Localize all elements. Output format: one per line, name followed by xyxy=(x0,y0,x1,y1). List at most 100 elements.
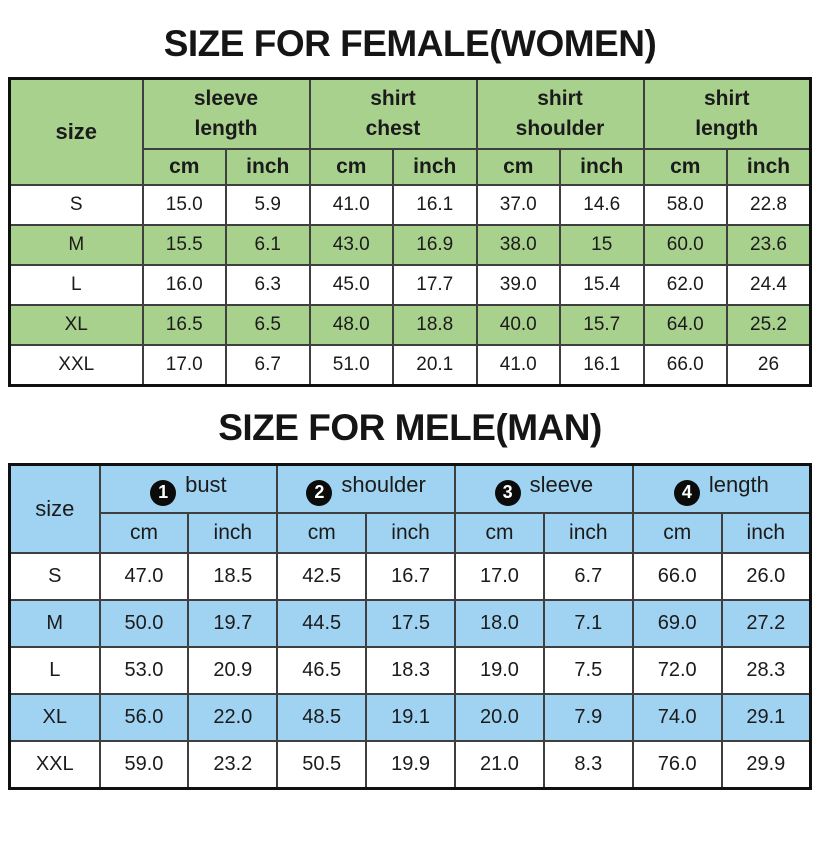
measurement-cell: 19.7 xyxy=(187,599,279,648)
measurement-cell: 19.1 xyxy=(365,693,456,742)
unit-header-cell: cm xyxy=(475,148,561,186)
corner-size-header: size xyxy=(8,77,144,186)
column-group-sleeve: 3 sleeve xyxy=(454,463,634,514)
measurement-cell: 20.1 xyxy=(392,344,478,387)
measurement-cell: 7.1 xyxy=(542,599,634,648)
measurement-cell: 44.5 xyxy=(276,599,368,648)
measurement-cell: 15 xyxy=(559,224,645,266)
size-label-cell: XL xyxy=(8,304,144,346)
column-group-shoulder: 2 shoulder xyxy=(276,463,456,514)
male-table-title: SIZE FOR MELE(MAN) xyxy=(218,407,602,448)
measurement-cell: 15.7 xyxy=(559,304,645,346)
measurement-cell: 18.0 xyxy=(454,599,545,648)
column-group-length: 4 length xyxy=(631,463,812,514)
measurement-cell: 69.0 xyxy=(631,599,723,648)
column-group-bust: 1 bust xyxy=(98,463,279,514)
measurement-cell: 20.9 xyxy=(187,646,279,695)
table-row: XXL 59.0 23.2 50.5 19.9 21.0 8.3 76.0 29.9 xyxy=(8,740,812,790)
column-group-sleeve-length: sleeve length xyxy=(141,77,311,150)
group-label: sleeve xyxy=(529,472,594,498)
table-row: L 16.0 6.3 45.0 17.7 39.0 15.4 62.0 24.4 xyxy=(8,264,812,306)
measurement-cell: 66.0 xyxy=(631,552,723,601)
measurement-cell: 40.0 xyxy=(475,304,561,346)
measurement-cell: 64.0 xyxy=(642,304,728,346)
measurement-cell: 39.0 xyxy=(475,264,561,306)
measurement-cell: 42.5 xyxy=(276,552,368,601)
measurement-cell: 26.0 xyxy=(720,552,812,601)
table-row: M 50.0 19.7 44.5 17.5 18.0 7.1 69.0 27.2 xyxy=(8,599,812,648)
measurement-cell: 18.3 xyxy=(365,646,456,695)
measurement-cell: 72.0 xyxy=(631,646,723,695)
unit-header-cell: inch xyxy=(720,512,812,554)
measurement-cell: 56.0 xyxy=(98,693,190,742)
measurement-cell: 66.0 xyxy=(642,344,728,387)
measurement-cell: 46.5 xyxy=(276,646,368,695)
group-label-line: length xyxy=(194,117,258,140)
measurement-cell: 19.9 xyxy=(365,740,456,790)
measurement-cell: 17.0 xyxy=(454,552,545,601)
measurement-cell: 76.0 xyxy=(631,740,723,790)
unit-header-cell: cm xyxy=(308,148,394,186)
size-label-cell: L xyxy=(8,264,144,306)
measurement-cell: 50.0 xyxy=(98,599,190,648)
unit-header-row: cm inch cm inch cm inch cm inch xyxy=(10,148,812,186)
group-label-line: chest xyxy=(365,117,421,140)
unit-header-cell: inch xyxy=(392,148,478,186)
corner-size-header: size xyxy=(8,463,101,554)
size-table-male: size 1 bust 2 shoulder 3 sleeve 4 length cm i… xyxy=(8,463,812,790)
measurement-cell: 27.2 xyxy=(720,599,812,648)
group-header-row: size sleeve length shirt chest shirt sho… xyxy=(8,77,812,186)
group-label: bust xyxy=(185,472,227,498)
measurement-cell: 14.6 xyxy=(559,184,645,226)
measurement-cell: 41.0 xyxy=(475,344,561,387)
measurement-cell: 22.0 xyxy=(187,693,279,742)
size-table-female: size sleeve length shirt chest shirt sho… xyxy=(8,77,812,387)
measurement-cell: 16.0 xyxy=(141,264,227,306)
female-table-title: SIZE FOR FEMALE(WOMEN) xyxy=(163,23,657,64)
unit-header-cell: inch xyxy=(559,148,645,186)
measurement-cell: 48.5 xyxy=(276,693,368,742)
table-row: XL 16.5 6.5 48.0 18.8 40.0 15.7 64.0 25.2 xyxy=(8,304,812,346)
group-label-line: shirt xyxy=(703,87,750,110)
size-label-cell: XXL xyxy=(8,740,101,790)
measurement-cell: 18.8 xyxy=(392,304,478,346)
measurement-cell: 25.2 xyxy=(726,304,812,346)
measurement-cell: 6.1 xyxy=(225,224,311,266)
unit-header-cell: cm xyxy=(454,512,545,554)
measurement-cell: 51.0 xyxy=(308,344,394,387)
measurement-cell: 6.7 xyxy=(225,344,311,387)
measurement-cell: 7.5 xyxy=(542,646,634,695)
measurement-cell: 24.4 xyxy=(726,264,812,306)
size-label-cell: S xyxy=(8,184,144,226)
measurement-cell: 22.8 xyxy=(726,184,812,226)
measurement-cell: 15.4 xyxy=(559,264,645,306)
measurement-cell: 48.0 xyxy=(308,304,394,346)
size-label-cell: XL xyxy=(8,693,101,742)
measurement-cell: 50.5 xyxy=(276,740,368,790)
measurement-cell: 37.0 xyxy=(475,184,561,226)
unit-header-cell: cm xyxy=(631,512,723,554)
measurement-cell: 19.0 xyxy=(454,646,545,695)
group-label-line: length xyxy=(695,117,759,140)
size-label-cell: L xyxy=(8,646,101,695)
size-label-cell: M xyxy=(8,599,101,648)
unit-header-cell: inch xyxy=(187,512,279,554)
measurement-cell: 16.9 xyxy=(392,224,478,266)
measurement-cell: 23.2 xyxy=(187,740,279,790)
measurement-cell: 17.0 xyxy=(141,344,227,387)
measurement-cell: 74.0 xyxy=(631,693,723,742)
unit-header-cell: cm xyxy=(141,148,227,186)
group-header-row: size 1 bust 2 shoulder 3 sleeve 4 length xyxy=(8,463,812,554)
unit-header-cell: cm xyxy=(98,512,190,554)
measurement-cell: 26 xyxy=(726,344,812,387)
measurement-cell: 15.5 xyxy=(141,224,227,266)
circled-number-3-icon: 3 xyxy=(494,479,521,506)
circled-number-4-icon: 4 xyxy=(673,479,700,506)
measurement-cell: 8.3 xyxy=(542,740,634,790)
measurement-cell: 29.9 xyxy=(720,740,812,790)
measurement-cell: 29.1 xyxy=(720,693,812,742)
table-row: L 53.0 20.9 46.5 18.3 19.0 7.5 72.0 28.3 xyxy=(8,646,812,695)
measurement-cell: 20.0 xyxy=(454,693,545,742)
measurement-cell: 60.0 xyxy=(642,224,728,266)
circled-number-1-icon: 1 xyxy=(150,479,177,506)
